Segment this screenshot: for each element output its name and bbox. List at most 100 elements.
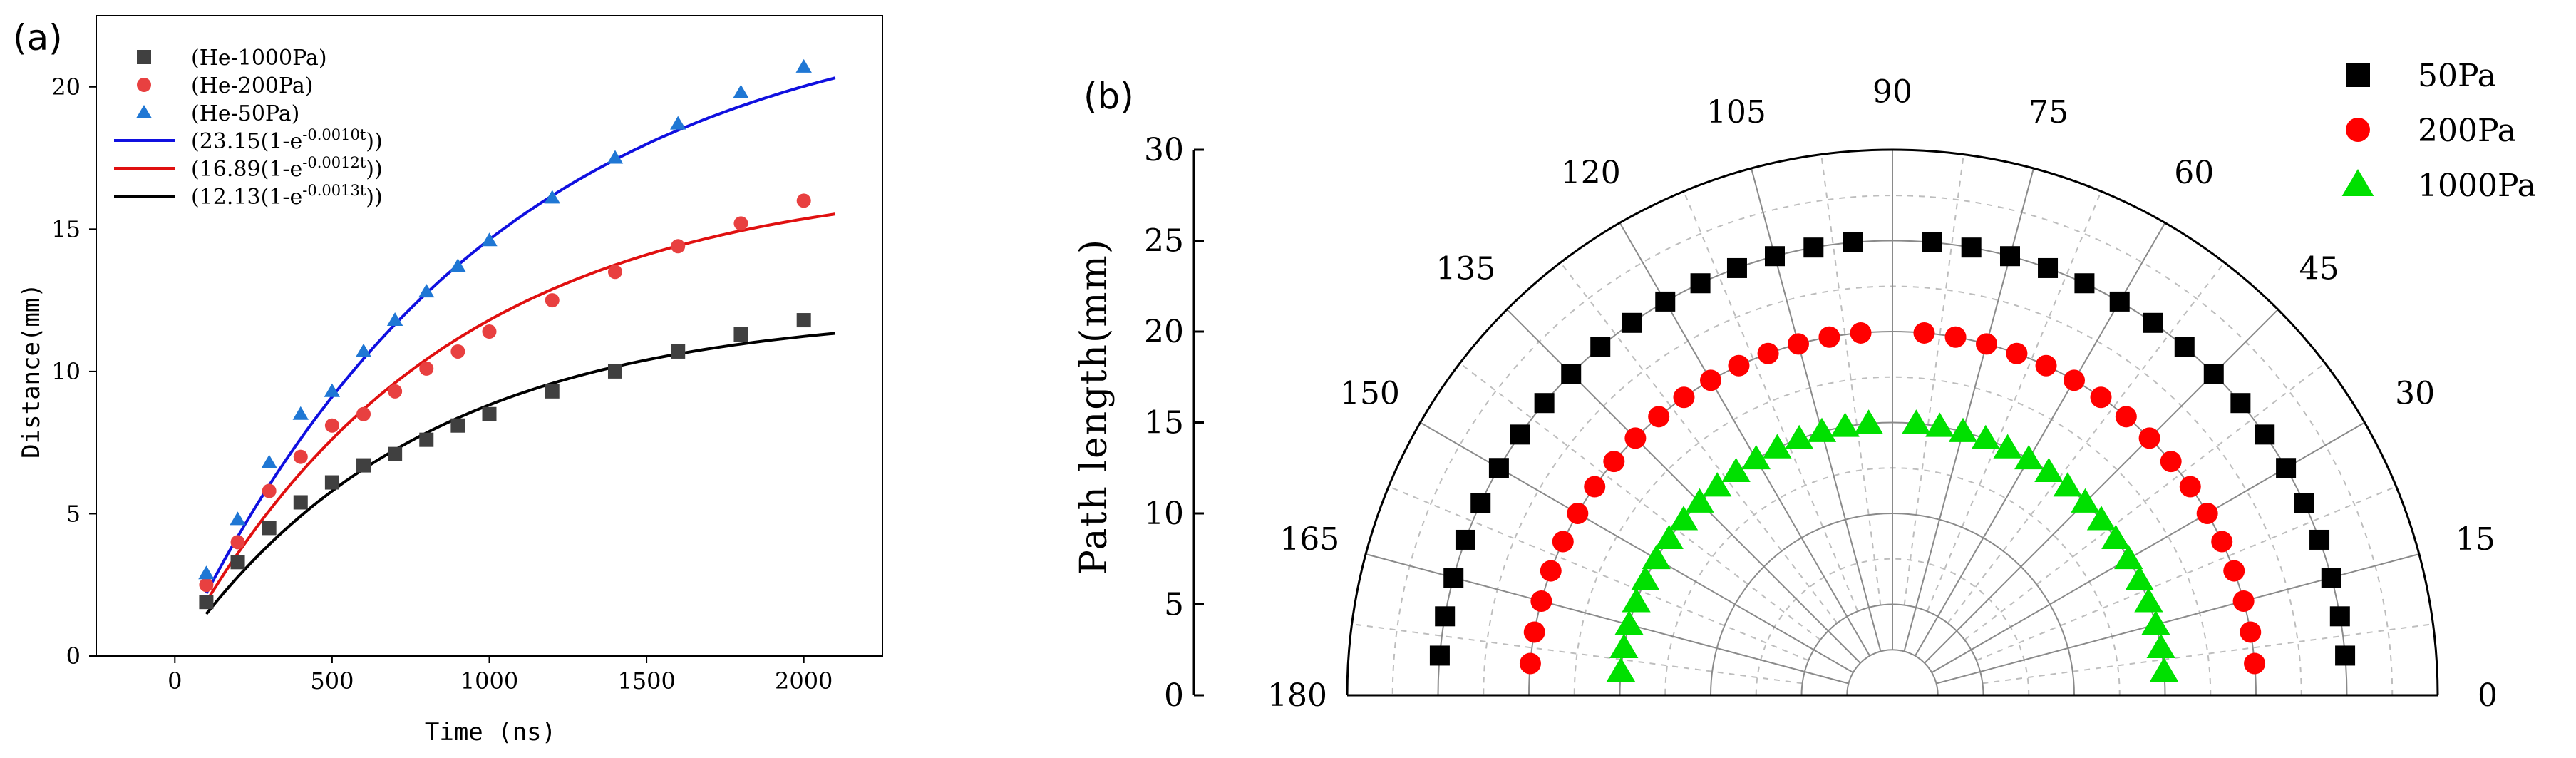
panel-b-point-triangle [1830,412,1860,437]
panel-b-point-circle [1519,652,1541,675]
panel-b-point-square [1922,232,1942,252]
panel-a-point-triangle [481,232,498,247]
panel-b-legend-label: 200Pa [2418,113,2516,149]
panel-b-legend-marker [2341,168,2374,196]
panel-b-point-triangle [2071,488,2100,513]
panel-a-point-square [356,458,371,473]
panel-a-point-triangle [607,150,624,164]
panel-a-x-axis-label: Time (ns) [425,718,556,747]
panel-b-label: (b) [1083,76,1134,117]
panel-a-point-square [450,418,465,433]
panel-b-point-circle [2160,451,2182,473]
panel-b-minor-grid-circle [1391,194,2394,696]
panel-b-point-circle [1850,322,1872,344]
panel-b-point-circle [2090,386,2112,409]
panel-a-point-square [262,521,277,536]
panel-a-y-axis-label: Distance(mm) [17,283,46,459]
panel-a-legend-label: (16.89(1-e-0.0012t)) [191,154,383,182]
panel-b-angle-tick-label: 150 [1340,376,1400,412]
panel-a-point-triangle [795,58,812,73]
panel-a-point-circle [671,239,686,254]
panel-b-point-square [1429,645,1450,666]
panel-b-minor-grid-spoke [1903,154,1964,605]
panel-a-fit-line-2 [205,332,835,615]
panel-b-point-square [2109,291,2130,312]
panel-b-point-circle [1788,333,1810,355]
panel-b-point-circle [2035,354,2057,377]
panel-b-point-square [2230,393,2251,414]
panel-a-point-circle [199,578,214,593]
panel-b-point-circle [2179,476,2201,498]
panel-b-point-square [1561,364,1582,384]
panel-a-x-tick-label: 2000 [775,667,833,695]
panel-b-point-circle [1552,531,1574,553]
panel-b-legend-label: 1000Pa [2418,168,2536,204]
panel-b-point-square [1443,568,1464,588]
panel-a-fit-line-0 [205,76,836,595]
panel-b-point-triangle [2101,524,2131,549]
panel-a-legend-marker [137,50,151,64]
panel-a-point-square [419,432,434,447]
panel-b-radial-tick-label: 0 [1164,677,1184,714]
panel-a-legend-marker [137,78,151,92]
panel-b-point-triangle [1721,457,1751,483]
panel-b-minor-grid-spoke [1351,623,1803,685]
panel-a-x-tick-label: 1000 [460,667,518,695]
panel-b-legend-label: 50Pa [2418,58,2496,94]
panel-a-point-square [230,555,245,570]
panel-b-point-circle [1523,621,1545,643]
panel-b-point-square [2174,337,2195,357]
panel-a-legend-label: (23.15(1-e-0.0010t)) [191,126,383,154]
panel-a-legend-label: (He-1000Pa) [191,46,327,71]
panel-b-point-triangle [2114,544,2143,570]
panel-b-point-circle [2244,652,2266,675]
panel-a-point-circle [324,418,339,433]
panel-b-radial-axis-label: Path length(mm) [1073,238,1116,575]
panel-b-point-square [1765,246,1786,267]
panel-b-radial-tick-label: 25 [1144,223,1184,260]
panel-b-point-square [1803,237,1824,258]
panel-b-point-triangle [2125,565,2154,590]
panel-b-point-triangle [2149,657,2179,682]
panel-b-point-triangle [1631,565,1660,590]
panel-b-point-square [2255,424,2275,445]
panel-b-point-square [1510,424,1530,445]
panel-a-point-circle [482,324,497,339]
panel-b-point-triangle [1763,434,1792,459]
panel-a-point-triangle [261,454,277,468]
panel-b-minor-grid-spoke [1926,190,2102,612]
panel-b-legend: 50Pa 200Pa 1000Pa [2341,58,2536,204]
panel-a-point-triangle [418,284,435,298]
panel-b-point-triangle [2146,633,2175,658]
panel-b-point-circle [1975,333,1997,355]
panel-b-point-circle [1818,326,1840,348]
panel-b-minor-grid-spoke [1388,486,1809,662]
panel-b-point-triangle [2034,457,2064,483]
panel-b-point-square [1455,529,1475,550]
panel-b-angle-tick-label: 45 [2299,250,2339,287]
panel-b-point-square [2335,645,2356,666]
panel-a-point-circle [545,293,560,308]
panel-b-point-circle [1728,354,1750,377]
panel-a-legend-label: (He-200Pa) [191,73,313,98]
panel-b-point-triangle [1807,417,1837,442]
panel-b-outer-arc [1346,148,2439,696]
panel-b-point-circle [2006,342,2028,364]
panel-a-label: (a) [13,17,63,58]
panel-a: (a) Distance(mm) Time (ns) 0 500 1000 1500 2… [13,15,883,747]
panel-b-point-circle [1944,326,1967,348]
panel-a-fit-line-1 [205,212,836,603]
panel-a-y-tick-label: 15 [51,215,81,242]
panel-b-point-square [1590,337,1611,357]
panel-b-point-square [2074,273,2095,294]
panel-b-point-square [1534,393,1555,414]
panel-a-point-triangle [198,565,215,580]
panel-b-point-square [1961,237,1982,258]
panel-b-point-circle [1624,427,1647,449]
panel-b-minor-grid-spoke [1560,262,1838,624]
panel-a-point-circle [388,384,403,399]
panel-a-x-tick-label: 1500 [617,667,675,695]
panel-b-point-circle [1648,406,1670,428]
panel-a-legend-marker [135,104,153,118]
